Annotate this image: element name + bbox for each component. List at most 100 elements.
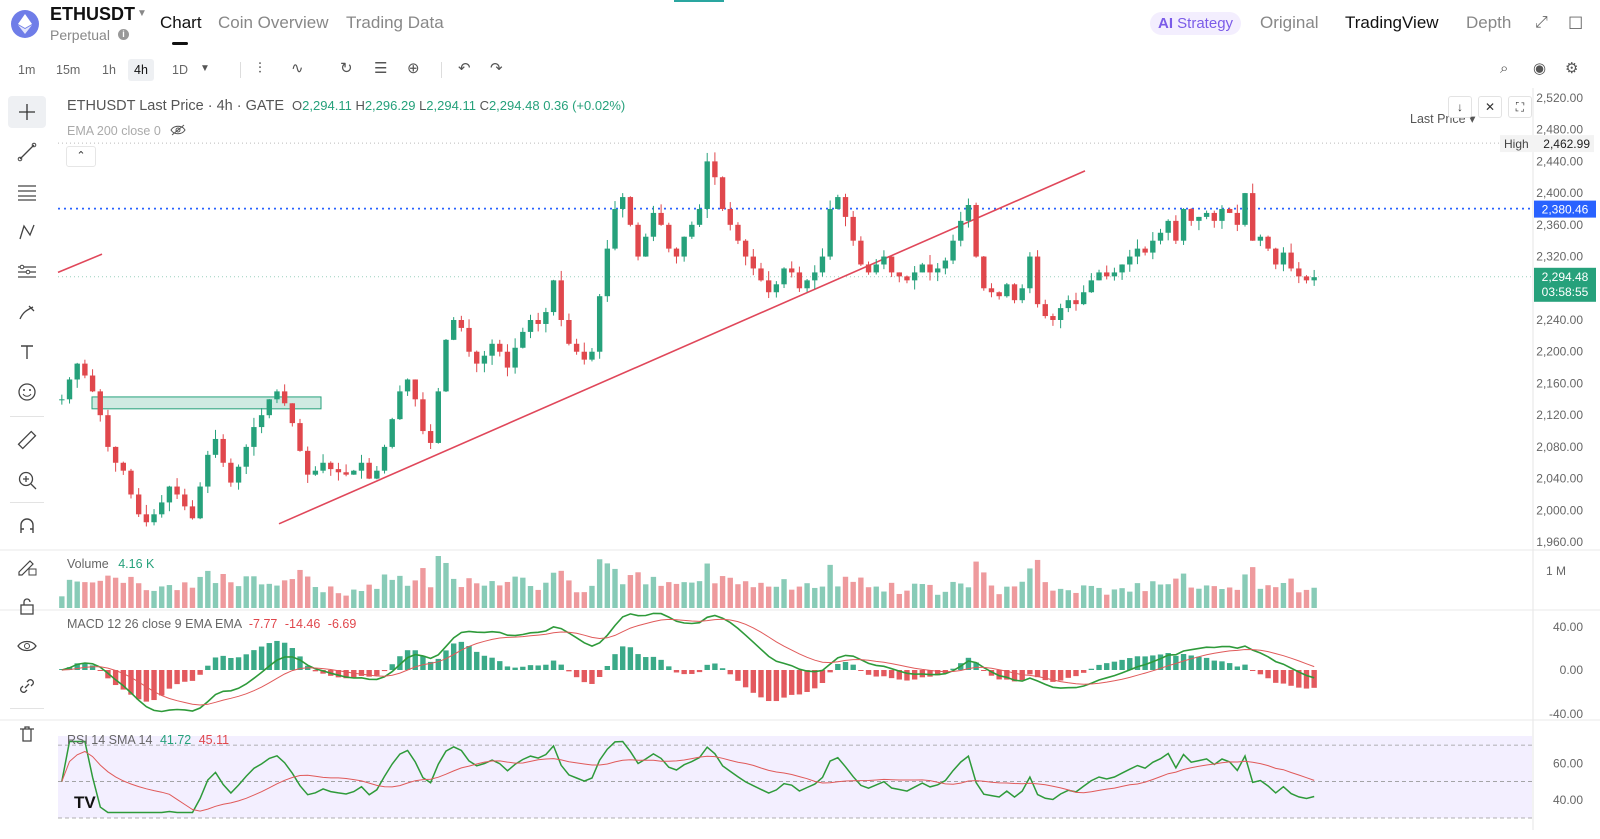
candle-body (420, 399, 426, 432)
search-icon[interactable]: ⌕ (1500, 60, 1509, 77)
volume-bar (589, 585, 595, 608)
candle-body (289, 403, 296, 424)
pattern-tool-icon[interactable] (8, 216, 46, 248)
candle-body (804, 280, 810, 289)
candle-body (266, 399, 272, 416)
tab-chart[interactable]: Chart (160, 13, 202, 32)
macd-histogram-bar (1273, 670, 1279, 683)
macd-histogram-bar (812, 670, 818, 689)
eye-icon[interactable] (8, 630, 46, 662)
price-line-value: 2,380.46 (1542, 203, 1589, 217)
macd-axis-label: 40.00 (1553, 620, 1583, 634)
macd-histogram-bar (274, 640, 280, 670)
candle-type-icon[interactable]: ⫶ (258, 60, 262, 77)
timeframe-1h[interactable]: 1h (102, 63, 116, 77)
candle-body (105, 415, 111, 447)
timeframe-1m[interactable]: 1m (18, 63, 36, 77)
pair-dropdown-icon[interactable]: ▼ (137, 8, 147, 19)
view-original[interactable]: Original (1260, 13, 1319, 32)
price-axis-label: 2,160.00 (1536, 376, 1583, 390)
collapse-legend-button[interactable]: ⌃ (66, 146, 96, 167)
timeframe-1d[interactable]: 1D (172, 63, 188, 77)
ruler-tool-icon[interactable] (8, 424, 46, 456)
macd-histogram-bar (1188, 655, 1194, 670)
expand-icon[interactable]: ⤢ (1535, 14, 1548, 31)
candle-body (251, 427, 257, 447)
volume-bar (835, 586, 841, 608)
timeframe-dropdown-icon[interactable]: ▼ (200, 63, 210, 74)
add-alert-icon[interactable]: ⊕ (407, 60, 420, 77)
macd-histogram-bar (842, 661, 849, 670)
volume-bar (328, 586, 334, 608)
candle-body (1173, 220, 1179, 241)
macd-histogram-bar (543, 664, 549, 670)
candle-body (789, 268, 795, 273)
volume-bar (758, 582, 764, 608)
trendline-tool-icon[interactable] (8, 136, 46, 168)
text-tool-icon[interactable] (8, 336, 46, 368)
symbol-title: ETHUSDT Last Price · 4h · GATE (67, 98, 285, 114)
settings-gear-icon[interactable]: ⚙ (1565, 60, 1579, 77)
fullscreen-icon[interactable]: ☐ (1568, 14, 1584, 33)
magnet-icon[interactable] (8, 510, 46, 542)
candle-body (865, 264, 872, 273)
strategy-button[interactable]: AI Strategy (1150, 12, 1242, 35)
info-icon[interactable]: i (118, 29, 129, 40)
macd-histogram-bar (159, 670, 165, 696)
crosshair-icon[interactable] (8, 96, 46, 128)
timeframe-15m[interactable]: 15m (56, 63, 81, 77)
macd-histogram-bar (988, 670, 995, 676)
volume-bar (281, 580, 288, 608)
candle-body (427, 431, 434, 443)
ema-legend[interactable]: EMA 200 close 0 (67, 124, 186, 138)
link-icon[interactable] (8, 670, 46, 702)
camera-icon[interactable]: ◉ (1533, 60, 1547, 77)
zoom-in-icon[interactable] (8, 464, 46, 496)
replay-icon[interactable]: ↻ (340, 60, 353, 77)
fib-tool-icon[interactable] (8, 176, 46, 208)
volume-bar (1173, 578, 1179, 608)
tradingview-logo[interactable]: TV (74, 793, 96, 812)
collapse-pane-icon[interactable]: ✕ (1478, 96, 1502, 118)
macd-histogram-bar (1288, 670, 1294, 686)
undo-icon[interactable]: ↶ (458, 60, 471, 77)
price-axis-label: 1,960.00 (1536, 535, 1583, 549)
lock-drawing-pencil-icon[interactable] (8, 550, 46, 582)
volume-bar (612, 568, 618, 608)
view-tradingview[interactable]: TradingView (1345, 13, 1439, 32)
high-tag-label: High (1504, 137, 1529, 151)
trash-icon[interactable] (8, 718, 46, 750)
macd-histogram-bar (128, 670, 134, 695)
macd-histogram-bar (827, 670, 833, 673)
candle-body (704, 161, 710, 209)
templates-icon[interactable]: ☰ (374, 60, 388, 77)
candle-body (1250, 193, 1256, 241)
low-value: 2,294.11 (426, 98, 476, 113)
macd-histogram-bar (835, 663, 841, 670)
macd-histogram-bar (758, 670, 764, 698)
candle-body (773, 284, 780, 293)
macd-label: MACD 12 26 close 9 EMA EMA (67, 617, 242, 631)
forecast-tool-icon[interactable] (8, 256, 46, 288)
volume-bar (566, 580, 572, 608)
hidden-eye-icon[interactable] (170, 124, 186, 138)
lock-icon[interactable] (8, 590, 46, 622)
candle-body (596, 296, 603, 352)
tab-trading-data[interactable]: Trading Data (346, 13, 444, 32)
indicators-icon[interactable]: ∿ (291, 60, 304, 77)
pair-name[interactable]: ETHUSDT (50, 4, 135, 24)
timeframe-4h[interactable]: 4h (128, 59, 154, 81)
macd-histogram-bar (666, 666, 672, 670)
redo-icon[interactable]: ↷ (490, 60, 503, 77)
volume-bar (205, 570, 211, 608)
macd-histogram-bar (789, 670, 795, 695)
view-depth[interactable]: Depth (1466, 13, 1512, 32)
tab-coin-overview[interactable]: Coin Overview (218, 13, 329, 32)
brush-tool-icon[interactable] (8, 296, 46, 328)
emoji-tool-icon[interactable] (8, 376, 46, 408)
volume-bar (550, 572, 557, 608)
candle-body (666, 224, 672, 249)
scroll-latest-icon[interactable]: ↓ (1448, 96, 1472, 118)
maximize-pane-icon[interactable]: ⛶ (1508, 96, 1532, 118)
